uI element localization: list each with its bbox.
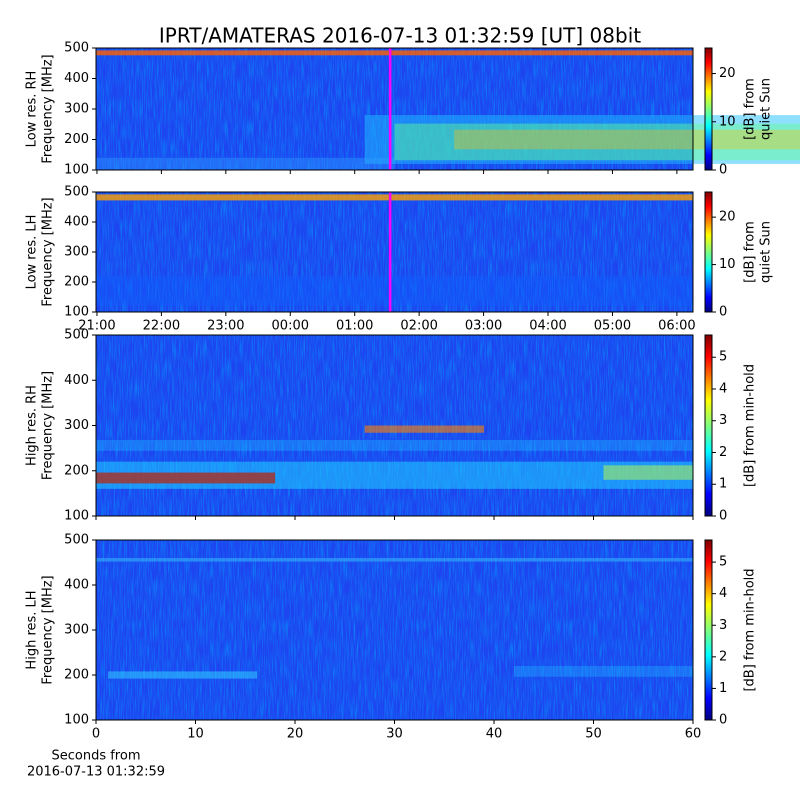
y-tick-label: 400 [64, 578, 89, 593]
spectrogram-feature [96, 194, 693, 201]
x-tick-label: 06:00 [658, 319, 695, 334]
colorbar-tick-label: 1 [719, 681, 727, 696]
colorbar-label: quiet Sun [759, 78, 774, 140]
y-axis-label: High res. LH [25, 590, 40, 669]
y-axis-label: Frequency [MHz] [41, 54, 56, 163]
x-tick-label: 00:00 [272, 319, 309, 334]
x-tick-label: 0 [92, 727, 100, 742]
x-tick-label: 50 [585, 727, 602, 742]
colorbar-tick-label: 4 [719, 586, 727, 601]
y-tick-label: 300 [64, 623, 89, 638]
y-tick-label: 100 [64, 163, 89, 178]
x-tick-label: 10 [187, 727, 204, 742]
x-tick-label: 20 [287, 727, 304, 742]
y-tick-label: 100 [64, 713, 89, 728]
x-tick-label: 30 [386, 727, 403, 742]
colorbar-tick-label: 20 [719, 210, 736, 225]
spectrogram-feature [513, 666, 693, 677]
spectrogram-feature [364, 115, 800, 164]
spectrogram-feature [96, 50, 693, 56]
y-tick-label: 400 [64, 215, 89, 230]
y-tick-label: 400 [64, 373, 89, 388]
colorbar-tick-label: 10 [719, 257, 736, 272]
colorbar-tick-label: 0 [719, 305, 727, 320]
y-tick-label: 300 [64, 102, 89, 117]
spectrogram-feature [96, 558, 693, 562]
x-tick-label: 60 [685, 727, 702, 742]
colorbar-tick-label: 10 [719, 114, 736, 129]
y-tick-label: 300 [64, 418, 89, 433]
x-tick-label: 01:00 [336, 319, 373, 334]
y-axis-label: Frequency [MHz] [41, 575, 56, 684]
colorbar-label: quiet Sun [759, 221, 774, 283]
colorbar-label: [dB] from min-hold [743, 364, 758, 487]
colorbar-tick-label: 2 [719, 445, 727, 460]
y-tick-label: 500 [64, 533, 89, 548]
y-tick-label: 300 [64, 245, 89, 260]
x-axis-label: 2016-07-13 01:32:59 [27, 765, 165, 780]
x-tick-label: 23:00 [207, 319, 244, 334]
x-tick-label: 05:00 [594, 319, 631, 334]
y-axis-label: High res. RH [25, 385, 40, 466]
x-axis-label: Seconds from [51, 749, 140, 764]
spectrogram-feature [394, 123, 800, 161]
x-tick-label: 22:00 [143, 319, 180, 334]
x-tick-label: 04:00 [529, 319, 566, 334]
y-tick-label: 500 [64, 328, 89, 343]
x-tick-label: 40 [486, 727, 503, 742]
colorbar-tick-label: 4 [719, 381, 727, 396]
spectrogram-feature [603, 465, 693, 480]
y-tick-label: 200 [64, 132, 89, 147]
colorbar-label: [dB] from min-hold [743, 568, 758, 691]
y-tick-label: 100 [64, 509, 89, 524]
y-tick-label: 500 [64, 41, 89, 56]
y-axis-label: Frequency [MHz] [41, 197, 56, 306]
y-tick-label: 200 [64, 463, 89, 478]
x-tick-label: 21:00 [78, 319, 115, 334]
spectrogram-feature [107, 671, 258, 679]
colorbar [704, 191, 713, 313]
colorbar-label: [dB] from [743, 221, 758, 283]
y-axis-label: Low res. LH [25, 215, 40, 290]
spectrogram-noise [96, 192, 693, 312]
x-tick-label: 03:00 [465, 319, 502, 334]
colorbar [704, 47, 713, 171]
colorbar-label: [dB] from [743, 78, 758, 140]
y-tick-label: 500 [64, 185, 89, 200]
x-tick-label: 02:00 [400, 319, 437, 334]
spectrogram-feature [96, 472, 276, 484]
colorbar-tick-label: 0 [719, 713, 727, 728]
spectrogram-feature [96, 439, 693, 451]
colorbar-tick-label: 0 [719, 509, 727, 524]
spectrogram-noise [96, 540, 693, 720]
y-tick-label: 100 [64, 305, 89, 320]
colorbar-tick-label: 20 [719, 66, 736, 81]
y-tick-label: 400 [64, 71, 89, 86]
y-tick-label: 200 [64, 668, 89, 683]
colorbar-tick-label: 5 [719, 555, 727, 570]
spectrogram-feature [364, 425, 485, 433]
colorbar-tick-label: 1 [719, 477, 727, 492]
y-tick-label: 200 [64, 275, 89, 290]
colorbar-tick-label: 3 [719, 618, 727, 633]
spectrogram-feature [96, 276, 693, 306]
colorbar-tick-label: 2 [719, 649, 727, 664]
colorbar-tick-label: 5 [719, 350, 727, 365]
y-axis-label: Low res. RH [25, 71, 40, 148]
spectrogram-feature [96, 157, 395, 170]
y-axis-label: Frequency [MHz] [41, 371, 56, 480]
spectrogram-feature [454, 129, 800, 150]
colorbar [704, 334, 713, 517]
colorbar-tick-label: 0 [719, 163, 727, 178]
figure-title: IPRT/AMATERAS 2016-07-13 01:32:59 [UT] 0… [159, 24, 641, 48]
colorbar-tick-label: 3 [719, 413, 727, 428]
colorbar [704, 539, 713, 721]
